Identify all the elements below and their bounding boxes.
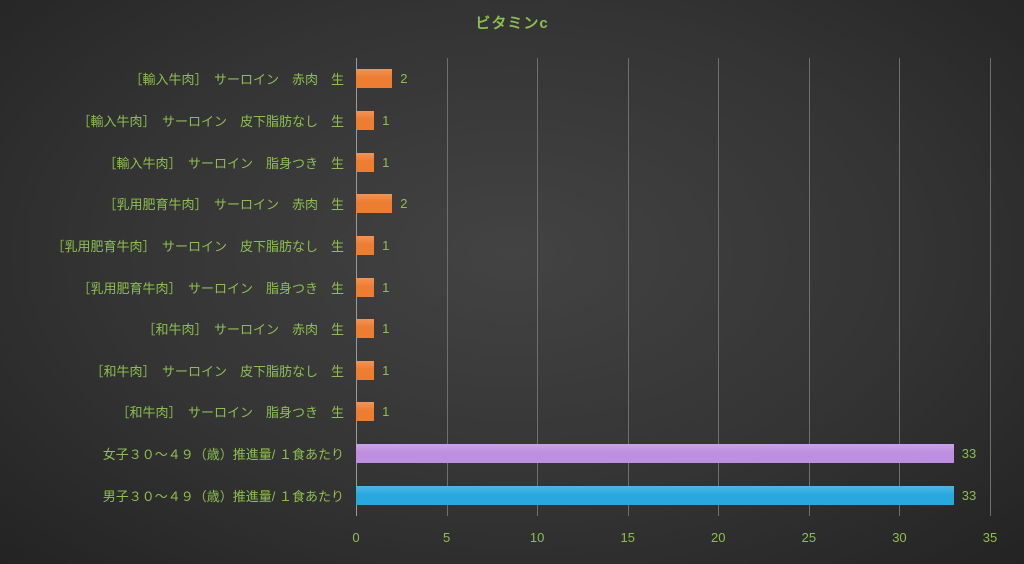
bar-track: 1 bbox=[356, 100, 990, 142]
data-label: 1 bbox=[382, 404, 390, 420]
category-label: ［乳用肥育牛肉］ サーロイン 脂身つき 生 bbox=[77, 280, 344, 296]
data-label: 33 bbox=[961, 487, 977, 503]
bar-track: 1 bbox=[356, 349, 990, 391]
bar bbox=[356, 194, 393, 214]
x-axis: 0 5 10 15 20 25 30 35 bbox=[352, 530, 997, 550]
bar bbox=[356, 152, 375, 172]
x-tick-label: 5 bbox=[442, 530, 451, 545]
bar bbox=[356, 69, 393, 89]
bar bbox=[356, 485, 954, 505]
category-label: ［和牛肉］ サーロイン 赤肉 生 bbox=[142, 322, 344, 338]
category-label: ［輸入牛肉］ サーロイン 脂身つき 生 bbox=[103, 155, 344, 171]
bar-track: 1 bbox=[356, 308, 990, 350]
chart-row: ［和牛肉］ サーロイン 脂身つき 生 1 bbox=[0, 391, 990, 433]
chart-row: ［輸入牛肉］ サーロイン 脂身つき 生 1 bbox=[0, 141, 990, 183]
chart-row: ［乳用肥育牛肉］ サーロイン 皮下脂肪なし 生 1 bbox=[0, 225, 990, 267]
bar-track: 1 bbox=[356, 391, 990, 433]
data-label: 1 bbox=[382, 321, 390, 337]
x-tick-label: 30 bbox=[892, 530, 907, 545]
data-label: 1 bbox=[382, 112, 390, 128]
chart-row: ［和牛肉］ サーロイン 赤肉 生 1 bbox=[0, 308, 990, 350]
bar-track: 2 bbox=[356, 183, 990, 225]
gridline bbox=[899, 58, 901, 516]
data-label: 2 bbox=[400, 196, 408, 212]
category-label: ［和牛肉］ サーロイン 脂身つき 生 bbox=[116, 405, 344, 421]
bar-track: 2 bbox=[356, 58, 990, 100]
category-label: ［乳用肥育牛肉］ サーロイン 皮下脂肪なし 生 bbox=[51, 238, 344, 254]
category-label: ［輸入牛肉］ サーロイン 皮下脂肪なし 生 bbox=[77, 113, 344, 129]
data-label: 1 bbox=[382, 279, 390, 295]
chart-row: ［和牛肉］ サーロイン 皮下脂肪なし 生 1 bbox=[0, 349, 990, 391]
chart-row: 女子３０～４９（歳）推進量/ １食あたり 33 bbox=[0, 433, 990, 475]
chart-row: ［乳用肥育牛肉］ サーロイン 脂身つき 生 1 bbox=[0, 266, 990, 308]
data-label: 1 bbox=[382, 154, 390, 170]
bar bbox=[356, 277, 375, 297]
bar-track: 1 bbox=[356, 266, 990, 308]
category-label: ［輸入牛肉］ サーロイン 赤肉 生 bbox=[129, 72, 344, 88]
x-tick-label: 0 bbox=[352, 530, 360, 545]
category-label: ［乳用肥育牛肉］ サーロイン 赤肉 生 bbox=[103, 197, 344, 213]
category-label: 女子３０～４９（歳）推進量/ １食あたり bbox=[102, 447, 344, 463]
bar bbox=[356, 235, 375, 255]
bar bbox=[356, 110, 375, 130]
chart-title: ビタミンc bbox=[475, 15, 549, 32]
bar-track: 1 bbox=[356, 225, 990, 267]
data-label: 33 bbox=[961, 446, 977, 462]
gridline bbox=[718, 58, 720, 516]
bar bbox=[356, 444, 954, 464]
gridline bbox=[808, 58, 810, 516]
bar-track: 33 bbox=[356, 474, 990, 516]
rows: ［輸入牛肉］ サーロイン 赤肉 生 2 ［輸入牛肉］ サーロイン 皮下脂肪なし 生 1… bbox=[0, 58, 990, 516]
chart-row: 男子３０～４９（歳）推進量/ １食あたり 33 bbox=[0, 474, 990, 516]
x-tick-label: 20 bbox=[711, 530, 726, 545]
category-label: 男子３０～４９（歳）推進量/ １食あたり bbox=[102, 488, 344, 504]
x-tick-label: 35 bbox=[982, 530, 998, 545]
bar-track: 1 bbox=[356, 141, 990, 183]
gridline bbox=[627, 58, 629, 516]
gridline bbox=[990, 58, 991, 516]
gridline bbox=[446, 58, 448, 516]
bar-track: 33 bbox=[356, 433, 990, 475]
data-label: 2 bbox=[400, 71, 408, 87]
data-label: 1 bbox=[382, 362, 390, 378]
x-tick-label: 25 bbox=[801, 530, 817, 545]
bar bbox=[356, 402, 375, 422]
category-label: ［和牛肉］ サーロイン 皮下脂肪なし 生 bbox=[90, 363, 344, 379]
chart-row: ［乳用肥育牛肉］ サーロイン 赤肉 生 2 bbox=[0, 183, 990, 225]
data-label: 1 bbox=[382, 237, 390, 253]
chart-row: ［輸入牛肉］ サーロイン 皮下脂肪なし 生 1 bbox=[0, 100, 990, 142]
gridline bbox=[537, 58, 539, 516]
bar bbox=[356, 319, 375, 339]
x-tick-label: 15 bbox=[620, 530, 635, 545]
chart-row: ［輸入牛肉］ サーロイン 赤肉 生 2 bbox=[0, 58, 990, 100]
bar bbox=[356, 360, 375, 380]
x-tick-label: 10 bbox=[529, 530, 545, 545]
